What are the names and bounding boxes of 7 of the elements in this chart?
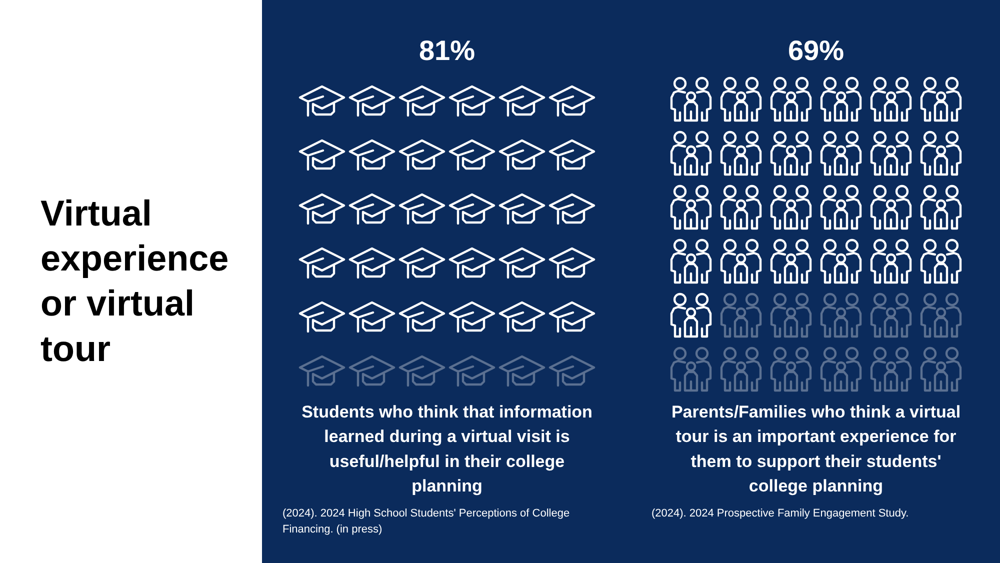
text: (2024). 2024 Prospective Family Engagement Study. <box>652 508 909 520</box>
text: Virtual experience or virtual tour <box>40 192 229 369</box>
data-label: 81% <box>418 35 476 66</box>
text: (2024). 2024 High School Students' Perceptions of College Financing. (in press) <box>282 508 570 536</box>
data-label: 69% <box>788 35 844 66</box>
text: Parents/Families who think a virtual tour is an important experience for them to support their students' college planning <box>671 402 961 496</box>
text: Students who think that information learned during a virtual visit is useful/helpful in their college planning <box>302 402 592 496</box>
